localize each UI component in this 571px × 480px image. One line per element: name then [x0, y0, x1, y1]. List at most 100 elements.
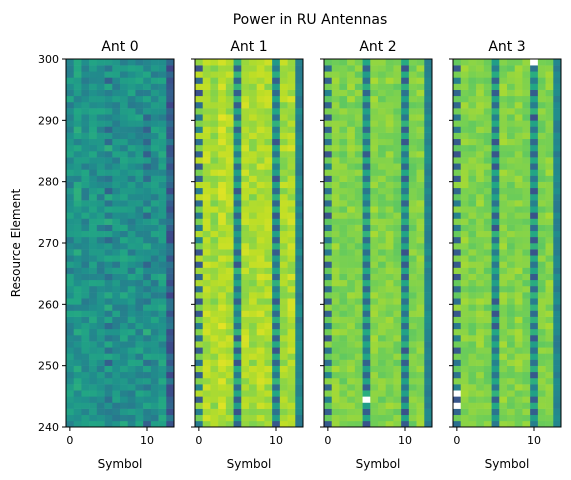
heatmap-cell	[408, 255, 417, 262]
heatmap-cell	[89, 114, 98, 121]
heatmap-cell	[233, 298, 242, 305]
heatmap-cell	[537, 304, 546, 311]
heatmap-cell	[81, 169, 90, 176]
heatmap-cell	[401, 328, 410, 336]
heatmap-cell	[272, 261, 281, 268]
heatmap-cell	[553, 193, 562, 201]
heatmap-cell	[460, 151, 469, 158]
heatmap-cell	[378, 200, 387, 207]
heatmap-cell	[522, 243, 531, 250]
heatmap-cell	[73, 384, 82, 391]
heatmap-cell	[158, 77, 167, 84]
heatmap-cell	[370, 298, 379, 305]
heatmap-cell	[476, 335, 485, 342]
heatmap-cell	[537, 236, 546, 244]
heatmap-cell	[104, 101, 113, 109]
heatmap-cell	[416, 316, 425, 324]
heatmap-cell	[249, 396, 258, 403]
heatmap-cell	[460, 120, 469, 127]
heatmap-cell	[453, 157, 462, 164]
heatmap-cell	[96, 316, 105, 324]
heatmap-cell	[530, 95, 539, 103]
heatmap-cell	[393, 144, 402, 152]
heatmap-cell	[66, 359, 75, 366]
heatmap-cell	[295, 187, 304, 195]
heatmap-cell	[89, 396, 98, 403]
heatmap-cell	[468, 114, 477, 121]
heatmap-cell	[460, 353, 469, 360]
heatmap-cell	[324, 187, 333, 195]
heatmap-cell	[112, 390, 121, 397]
heatmap-cell	[166, 316, 175, 324]
heatmap-cell	[483, 187, 492, 195]
heatmap-cell	[514, 384, 523, 391]
heatmap-cell	[279, 408, 288, 416]
heatmap-cell	[96, 114, 105, 121]
heatmap-cell	[514, 255, 523, 262]
heatmap-cell	[354, 377, 363, 385]
heatmap-cell	[424, 230, 433, 238]
heatmap-cell	[370, 65, 379, 72]
heatmap-cell	[150, 304, 159, 311]
heatmap-cell	[218, 212, 227, 219]
heatmap-cell	[347, 230, 356, 238]
heatmap-cell	[483, 402, 492, 409]
heatmap-cell	[460, 163, 469, 170]
heatmap-cell	[553, 230, 562, 238]
heatmap-cell	[460, 212, 469, 219]
heatmap-cell	[378, 65, 387, 72]
heatmap-cell	[331, 328, 340, 336]
heatmap-cell	[476, 65, 485, 72]
heatmap-cell	[272, 255, 281, 262]
heatmap-cell	[339, 371, 348, 379]
heatmap-cell	[202, 206, 211, 213]
heatmap-cell	[408, 181, 417, 189]
heatmap-cell	[89, 347, 98, 354]
heatmap-cell	[483, 218, 492, 225]
heatmap-cell	[507, 71, 516, 78]
heatmap-cell	[73, 59, 82, 66]
heatmap-cell	[218, 384, 227, 391]
heatmap-cell	[401, 347, 410, 354]
heatmap-cell	[522, 267, 531, 274]
heatmap-cell	[347, 273, 356, 281]
heatmap-cell	[279, 126, 288, 133]
heatmap-cell	[393, 249, 402, 256]
heatmap-cell	[249, 77, 258, 84]
heatmap-cell	[424, 224, 433, 232]
heatmap-cell	[476, 377, 485, 385]
heatmap-cell	[233, 316, 242, 324]
heatmap-cell	[424, 236, 433, 244]
heatmap-cell	[476, 408, 485, 416]
heatmap-cell	[104, 132, 113, 140]
heatmap-cell	[553, 212, 562, 219]
heatmap-cell	[401, 120, 410, 127]
heatmap-cell	[112, 347, 121, 354]
heatmap-cell	[225, 377, 234, 385]
heatmap-cell	[264, 144, 273, 152]
heatmap-cell	[264, 89, 273, 97]
heatmap-cell	[507, 83, 516, 90]
heatmap-cell	[530, 65, 539, 72]
heatmap-cell	[150, 95, 159, 103]
heatmap-cell	[89, 144, 98, 152]
heatmap-cell	[507, 243, 516, 250]
heatmap-cell	[279, 359, 288, 366]
heatmap-cell	[295, 65, 304, 72]
heatmap-cell	[150, 206, 159, 213]
heatmap-cell	[120, 353, 129, 360]
heatmap-cell	[166, 359, 175, 366]
heatmap-cell	[530, 390, 539, 397]
heatmap-cell	[166, 322, 175, 330]
heatmap-cell	[150, 316, 159, 324]
heatmap-cell	[104, 292, 113, 299]
heatmap-cell	[127, 384, 136, 391]
heatmap-cell	[89, 71, 98, 78]
heatmap-cell	[241, 77, 250, 84]
heatmap-cell	[393, 200, 402, 207]
heatmap-cell	[89, 402, 98, 409]
heatmap-cell	[225, 151, 234, 158]
heatmap-cell	[143, 71, 152, 78]
heatmap-cell	[89, 206, 98, 213]
heatmap-cell	[249, 144, 258, 152]
